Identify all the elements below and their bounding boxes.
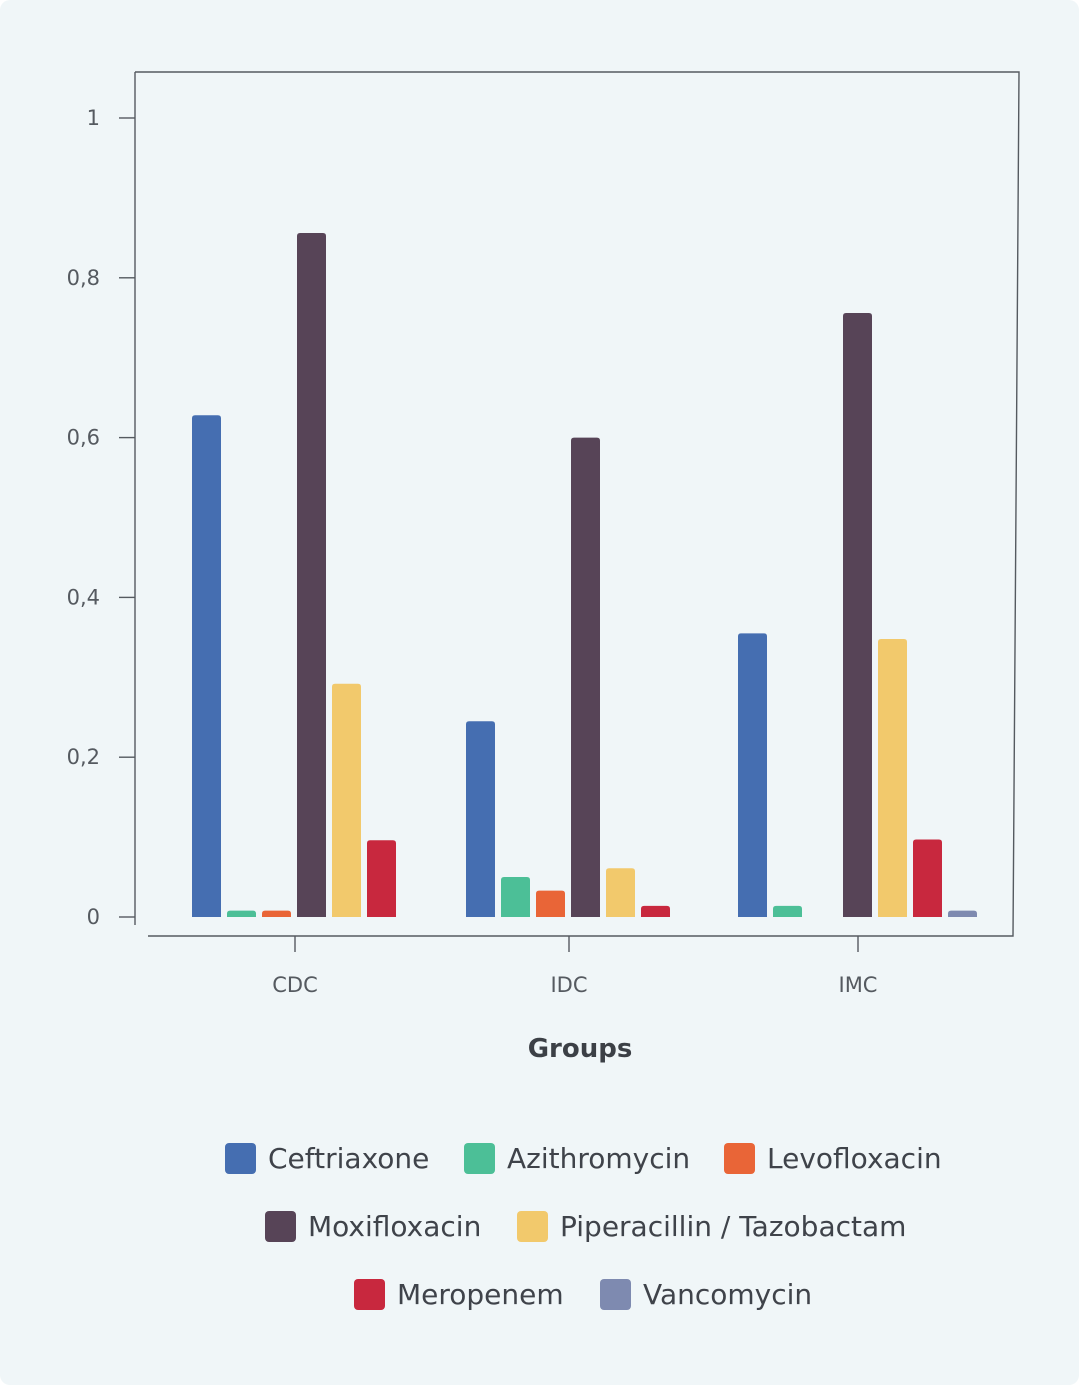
- bar-cdc-levofloxacin: [262, 910, 291, 917]
- bar-cdc-piperacillin-tazobactam: [332, 683, 361, 917]
- bar-imc-azithromycin: [773, 905, 802, 917]
- legend-item: Levofloxacin: [724, 1142, 942, 1175]
- y-tick-label: 0: [87, 905, 100, 929]
- legend-label: Vancomycin: [643, 1278, 812, 1311]
- y-axis: 0 0,2 0,4 0,6 0,8 1: [67, 106, 135, 929]
- legend-label: Meropenem: [397, 1278, 564, 1311]
- bar-idc-azithromycin: [501, 877, 530, 917]
- y-tick-label: 0,2: [67, 745, 100, 769]
- bar-cdc-moxifloxacin: [297, 233, 326, 917]
- bar-imc-ceftriaxone: [738, 633, 767, 917]
- legend-label: Moxifloxacin: [308, 1210, 481, 1243]
- bar-imc-moxifloxacin: [843, 312, 872, 917]
- bar-idc-levofloxacin: [536, 890, 565, 917]
- bar-imc-piperacillin-tazobactam: [878, 638, 907, 917]
- y-tick-label: 1: [87, 106, 100, 130]
- y-tick-label: 0,6: [67, 426, 100, 450]
- y-tick-label: 0,4: [67, 585, 100, 609]
- legend-item: Moxifloxacin: [265, 1210, 481, 1243]
- x-tick-label: IDC: [550, 973, 587, 997]
- bar-idc-moxifloxacin: [571, 437, 600, 917]
- legend: Ceftriaxone Azithromycin Levofloxacin Moxif…: [225, 1142, 942, 1311]
- legend-label: Azithromycin: [507, 1142, 690, 1175]
- legend-swatch: [225, 1143, 256, 1174]
- bar-cdc-ceftriaxone: [192, 415, 221, 917]
- plot-frame: [134, 71, 1020, 937]
- legend-item: Vancomycin: [600, 1278, 812, 1311]
- legend-label: Piperacillin / Tazobactam: [560, 1210, 906, 1243]
- x-tick-label: IMC: [839, 973, 878, 997]
- x-axis: CDC IDC IMC: [272, 936, 877, 997]
- legend-label: Levofloxacin: [767, 1142, 942, 1175]
- bar-idc-piperacillin-tazobactam: [606, 868, 635, 917]
- legend-label: Ceftriaxone: [268, 1142, 429, 1175]
- legend-item: Piperacillin / Tazobactam: [517, 1210, 906, 1243]
- bar-cdc-azithromycin: [227, 910, 256, 917]
- bar-idc-ceftriaxone: [466, 721, 495, 917]
- legend-swatch: [265, 1211, 296, 1242]
- legend-item: Meropenem: [354, 1278, 564, 1311]
- bar-imc-meropenem: [913, 839, 942, 917]
- bar-cdc-meropenem: [367, 840, 396, 917]
- x-tick-label: CDC: [272, 973, 318, 997]
- legend-swatch: [517, 1211, 548, 1242]
- legend-item: Azithromycin: [464, 1142, 690, 1175]
- bar-imc-vancomycin: [948, 910, 977, 917]
- bar-idc-meropenem: [641, 905, 670, 917]
- x-axis-title: Groups: [528, 1034, 633, 1064]
- legend-swatch: [724, 1143, 755, 1174]
- legend-swatch: [600, 1279, 631, 1310]
- legend-swatch: [354, 1279, 385, 1310]
- legend-item: Ceftriaxone: [225, 1142, 429, 1175]
- legend-swatch: [464, 1143, 495, 1174]
- y-tick-label: 0,8: [67, 266, 100, 290]
- bars: [192, 233, 977, 917]
- plot-border: [135, 71, 1020, 937]
